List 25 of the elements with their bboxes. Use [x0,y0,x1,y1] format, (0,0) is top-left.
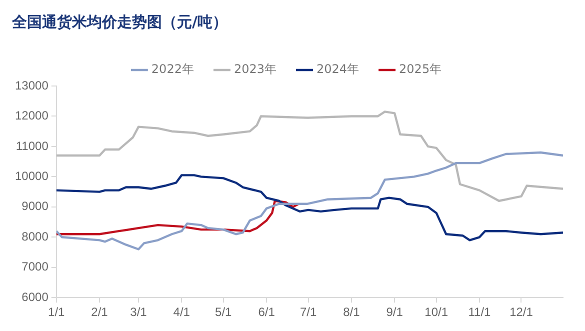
legend-label: 2025年 [399,62,442,76]
x-tick-label: 12/1 [510,305,534,320]
legend-label: 2022年 [151,62,194,76]
x-tick-label: 1/1 [48,305,66,320]
x-tick-label: 10/1 [424,305,448,320]
chart-title: 全国通货米均价走势图（元/吨） [11,12,228,31]
y-tick-label: 8000 [22,229,49,244]
x-tick-label: 4/1 [173,305,190,320]
x-tick-label: 5/1 [215,305,232,320]
y-tick-label: 9000 [22,199,49,214]
y-tick-label: 12000 [14,108,49,123]
x-tick-label: 9/1 [386,305,404,320]
y-tick-label: 6000 [22,290,49,304]
x-tick-label: 11/1 [468,305,492,320]
x-tick-label: 3/1 [130,305,148,320]
legend-label: 2024年 [316,62,360,76]
y-tick-label: 10000 [14,169,49,183]
y-tick-label: 13000 [14,78,49,92]
x-tick-label: 7/1 [300,305,317,320]
x-tick-label: 2/1 [91,305,108,320]
x-tick-label: 8/1 [343,305,360,320]
legend-label: 2023年 [234,62,277,76]
x-tick-label: 6/1 [258,305,276,320]
y-tick-label: 7000 [22,260,49,274]
y-tick-label: 11000 [16,138,49,153]
